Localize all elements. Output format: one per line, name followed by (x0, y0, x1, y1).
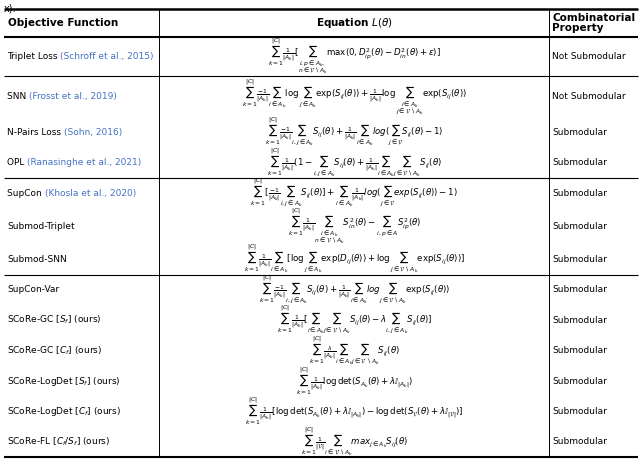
Text: SupCon-Var: SupCon-Var (7, 285, 59, 294)
Text: Property: Property (552, 23, 604, 33)
Text: SCoRe-LogDet $[C_f]$ (ours): SCoRe-LogDet $[C_f]$ (ours) (7, 405, 121, 418)
Text: $\sum_{k=1}^{|C|} \frac{1}{|A_k|}[\sum_{\substack{i,p\in A_k,\\ n\in\mathcal{V}\: $\sum_{k=1}^{|C|} \frac{1}{|A_k|}[\sum_{… (268, 36, 441, 76)
Text: (Ranasinghe et al., 2021): (Ranasinghe et al., 2021) (28, 158, 141, 167)
Text: OPL: OPL (7, 158, 28, 167)
Text: Not Submodular: Not Submodular (552, 92, 626, 101)
Text: Submodular: Submodular (552, 407, 607, 416)
Text: $\sum_{k=1}^{|C|} \frac{1}{|A_k|} \log \det(S_{A_k}(\theta) + \lambda\mathbb{I}_: $\sum_{k=1}^{|C|} \frac{1}{|A_k|} \log \… (296, 365, 413, 397)
Text: Submodular: Submodular (552, 285, 607, 294)
Text: $\sum_{k=1}^{|C|} \frac{1}{|A_k|}[\log \det(S_{A_k}(\theta) + \lambda\mathbb{I}_: $\sum_{k=1}^{|C|} \frac{1}{|A_k|}[\log \… (245, 396, 463, 427)
Text: $\sum_{k=1}^{|C|} \frac{1}{|A_k|}(1 - \sum_{i,j\in A_k} S_{ij}(\theta) + \frac{1: $\sum_{k=1}^{|C|} \frac{1}{|A_k|}(1 - \s… (267, 147, 442, 179)
Text: x).: x). (4, 4, 17, 14)
Text: Submodular: Submodular (552, 346, 607, 355)
Text: Submod-Triplet: Submod-Triplet (7, 222, 75, 231)
Text: Submodular: Submodular (552, 222, 607, 231)
Text: $\sum_{k=1}^{|C|}[\frac{-1}{|A_k|} \sum_{i,j\in A_k} S_{ij}(\theta)] + \sum_{i\i: $\sum_{k=1}^{|C|}[\frac{-1}{|A_k|} \sum_… (250, 177, 458, 209)
Text: Submodular: Submodular (552, 437, 607, 446)
Text: (Schroff et al., 2015): (Schroff et al., 2015) (60, 52, 154, 61)
Text: Submodular: Submodular (552, 128, 607, 137)
Text: Submod-SNN: Submod-SNN (7, 255, 67, 264)
Text: N-Pairs Loss: N-Pairs Loss (7, 128, 64, 137)
Text: Submodular: Submodular (552, 377, 607, 385)
Text: $\sum_{k=1}^{|C|} \frac{\lambda}{|A_k|} \sum_{i\in A_k} \sum_{j\in\mathcal{V}\se: $\sum_{k=1}^{|C|} \frac{\lambda}{|A_k|} … (308, 335, 400, 366)
Text: SCoRe-GC $[S_f]$ (ours): SCoRe-GC $[S_f]$ (ours) (7, 314, 102, 326)
Text: Submodular: Submodular (552, 255, 607, 264)
Text: (Khosla et al., 2020): (Khosla et al., 2020) (45, 189, 136, 198)
Text: $\sum_{k=1}^{|C|} \frac{-1}{|A_k|}\sum_{i,j\in A_k} S_{ij}(\theta) + \frac{1}{|A: $\sum_{k=1}^{|C|} \frac{-1}{|A_k|}\sum_{… (265, 116, 444, 148)
Text: SCoRe-GC $[C_f]$ (ours): SCoRe-GC $[C_f]$ (ours) (7, 344, 102, 357)
Text: $\sum_{k=1}^{|C|} \frac{-1}{|A_k|} \sum_{i\in A_k} \log \sum_{j\in A_k} \exp(S_{: $\sum_{k=1}^{|C|} \frac{-1}{|A_k|} \sum_… (242, 77, 467, 116)
Text: Objective Function: Objective Function (8, 18, 118, 28)
Text: $\sum_{k=1}^{|C|} \frac{-1}{|A_k|} \sum_{i,j\in A_k} S_{ij}(\theta) + \frac{1}{|: $\sum_{k=1}^{|C|} \frac{-1}{|A_k|} \sum_… (259, 274, 450, 306)
Text: (Sohn, 2016): (Sohn, 2016) (64, 128, 122, 137)
Text: Submodular: Submodular (552, 189, 607, 198)
Text: Triplet Loss: Triplet Loss (7, 52, 60, 61)
Text: Not Submodular: Not Submodular (552, 52, 626, 61)
Text: SCoRe-FL $[C_f/ S_f]$ (ours): SCoRe-FL $[C_f/ S_f]$ (ours) (7, 436, 110, 448)
Text: (Frosst et al., 2019): (Frosst et al., 2019) (29, 92, 117, 101)
Text: Equation $L(\theta)$: Equation $L(\theta)$ (316, 16, 393, 30)
Text: $\sum_{k=1}^{|C|} \frac{1}{|A_k|}[\sum_{i\in A_k} \sum_{j\in\mathcal{V}\setminus: $\sum_{k=1}^{|C|} \frac{1}{|A_k|}[\sum_{… (276, 304, 432, 336)
Text: Submodular: Submodular (552, 316, 607, 325)
Text: $\sum_{k=1}^{|C|} \frac{1}{|\mathcal{V}|} \sum_{i\in\mathcal{V}\setminus A_k} ma: $\sum_{k=1}^{|C|} \frac{1}{|\mathcal{V}|… (301, 426, 408, 458)
Text: SupCon: SupCon (7, 189, 45, 198)
Text: SCoRe-LogDet $[S_f]$ (ours): SCoRe-LogDet $[S_f]$ (ours) (7, 374, 120, 388)
Text: $\sum_{k=1}^{|C|} \frac{1}{|A_k|} \sum_{i\in A_k} [\log \sum_{j\in A_k} \exp(D_{: $\sum_{k=1}^{|C|} \frac{1}{|A_k|} \sum_{… (244, 243, 465, 276)
Text: Combinatorial: Combinatorial (552, 13, 636, 23)
Text: Submodular: Submodular (552, 158, 607, 167)
Text: $\sum_{k=1}^{|C|} \frac{1}{|A_k|} \sum_{\substack{i\in A_k\\ n\in\mathcal{V}\set: $\sum_{k=1}^{|C|} \frac{1}{|A_k|} \sum_{… (287, 207, 421, 246)
Text: SNN: SNN (7, 92, 29, 101)
